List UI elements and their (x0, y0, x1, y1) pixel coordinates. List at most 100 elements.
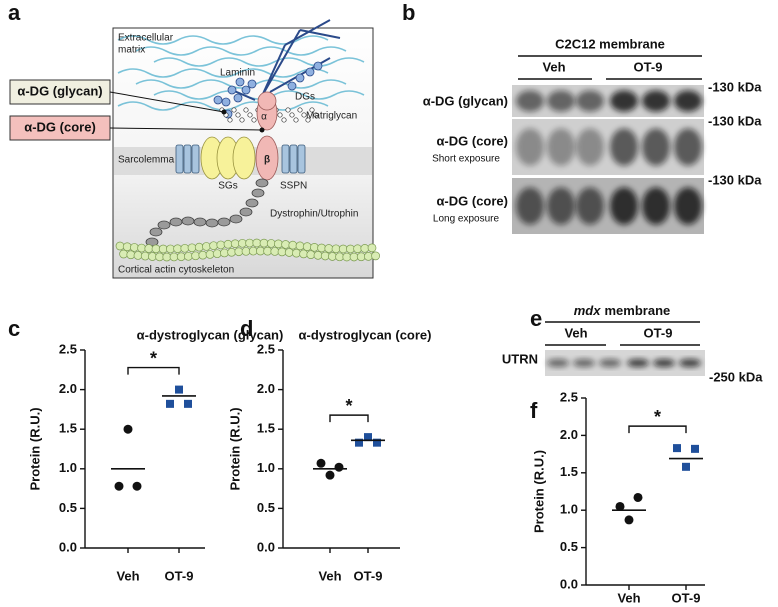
data-point (373, 438, 381, 447)
x-tick-label: Veh (617, 590, 640, 605)
dystrophin-repeat (217, 217, 231, 227)
blot-band (576, 187, 604, 225)
matrix-fiber (135, 46, 347, 56)
actin-monomer (324, 244, 334, 253)
callout-line (109, 127, 263, 131)
row-note: Short exposure (432, 154, 500, 165)
diagram-label: DGs (295, 92, 315, 103)
data-point (114, 481, 124, 491)
actin-monomer (266, 239, 276, 248)
size-marker: -130 kDa (708, 113, 762, 128)
y-axis-label: Protein (R.U.) (227, 407, 242, 490)
matrix-fiber (117, 68, 329, 78)
significance-bracket (628, 425, 687, 434)
actin-monomer (115, 241, 125, 251)
dystrophin-repeat (149, 227, 163, 237)
data-point (132, 481, 142, 491)
actin-monomer (194, 242, 204, 252)
actin-monomer (346, 244, 355, 254)
row-label: α-DG (core) (436, 133, 508, 148)
actin-monomer (137, 243, 146, 253)
sspn-segment (289, 144, 298, 174)
group-label: Veh (542, 59, 565, 74)
y-tick-label: 2.0 (257, 381, 275, 396)
actin-monomer (169, 252, 179, 262)
panel-letter: e (530, 306, 542, 331)
y-tick-label: 2.5 (560, 389, 578, 404)
actin-monomer (126, 250, 136, 260)
significance-label: * (345, 396, 352, 416)
actin-monomer (148, 252, 157, 261)
sspn-segment (281, 144, 290, 174)
actin-monomer (166, 244, 175, 254)
actin-monomer (317, 243, 326, 253)
actin-monomer (130, 243, 139, 252)
data-point (123, 424, 133, 434)
actin-monomer (259, 238, 269, 248)
y-tick-label: 0.5 (257, 500, 275, 515)
callout-dot (221, 109, 227, 115)
actin-monomer (155, 252, 164, 262)
blot-band (610, 187, 638, 225)
actin-monomer (371, 251, 380, 261)
matriglycan-unit (277, 112, 283, 118)
actin-monomer (356, 252, 366, 262)
actin-monomer (360, 244, 370, 253)
sspn-segment (297, 144, 306, 174)
data-point (184, 399, 192, 408)
dystrophin-repeat (181, 216, 195, 226)
data-point (624, 515, 634, 525)
actin-monomer (313, 251, 323, 260)
blot-band (674, 128, 702, 166)
diagram-label: Sarcolemma (118, 155, 175, 166)
panel-letter: a (8, 0, 21, 25)
data-point (673, 444, 681, 453)
actin-monomer (230, 239, 240, 249)
data-point (334, 462, 344, 472)
y-tick-label: 1.0 (257, 460, 275, 475)
diagram-label: Extracellular (118, 33, 174, 44)
actin-monomer (202, 242, 211, 251)
blot-title-italic: mdx (574, 303, 602, 318)
diagram-label: α (261, 112, 267, 123)
matriglycan-unit (251, 117, 257, 123)
actin-monomer (335, 252, 344, 262)
blot-band (547, 187, 575, 225)
actin-monomer (133, 251, 143, 260)
y-tick-label: 2.0 (560, 427, 578, 442)
data-point (175, 385, 183, 394)
matriglycan-unit (293, 117, 299, 123)
y-tick-label: 0.0 (59, 539, 77, 554)
matriglycan-unit (227, 117, 233, 123)
significance-bracket (127, 366, 180, 375)
size-marker: -130 kDa (708, 172, 762, 187)
actin-monomer (281, 240, 290, 249)
data-point (355, 438, 363, 447)
data-point (166, 399, 174, 408)
blot-band (610, 90, 638, 112)
diagram-label: Dystrophin/Utrophin (270, 209, 358, 220)
y-tick-label: 2.5 (59, 341, 77, 356)
actin-monomer (310, 243, 319, 252)
blot-band (679, 359, 701, 367)
matrix-fiber (135, 79, 347, 89)
callout-box (9, 115, 111, 141)
significance-bracket (329, 414, 369, 423)
data-point (615, 501, 625, 511)
blot-band (516, 90, 544, 112)
laminin-domain (233, 93, 243, 103)
actin-monomer (241, 246, 251, 256)
diagram-label: Matriglycan (306, 111, 357, 122)
actin-monomer (205, 250, 215, 259)
diagram-label: Laminin (220, 68, 255, 79)
actin-monomer (349, 252, 359, 262)
actin-monomer (306, 250, 316, 259)
actin-monomer (144, 244, 154, 253)
transmembrane (191, 144, 200, 174)
actin-monomer (342, 252, 352, 262)
y-tick-label: 1.5 (560, 464, 578, 479)
significance-label: * (654, 407, 661, 427)
size-marker: -130 kDa (708, 79, 762, 94)
matriglycan-unit (313, 112, 319, 118)
actin-monomer (299, 249, 308, 259)
